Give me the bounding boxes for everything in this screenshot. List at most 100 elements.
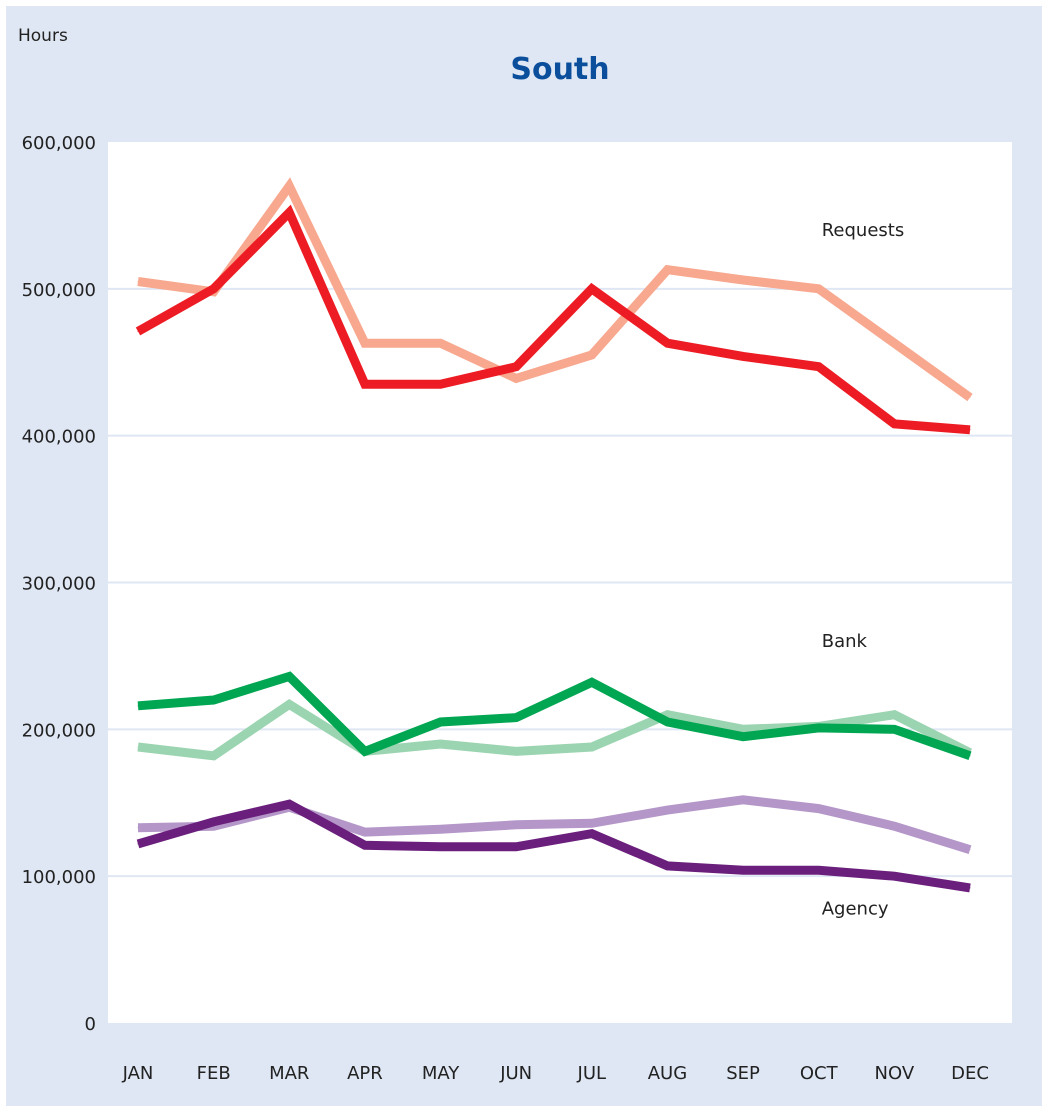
annotations: Requests Bank Agency <box>822 220 905 919</box>
annotation-label: Bank <box>822 631 868 652</box>
data-point <box>893 714 895 716</box>
data-point <box>742 799 744 801</box>
data-point <box>666 721 668 723</box>
data-point <box>742 279 744 281</box>
data-point <box>742 355 744 357</box>
series-line-3 <box>137 671 972 761</box>
x-tick-label: JUL <box>577 1063 607 1084</box>
x-tick-label: AUG <box>648 1063 687 1084</box>
data-point <box>666 865 668 867</box>
data-point <box>742 869 744 871</box>
data-point <box>893 825 895 827</box>
x-tick-label: APR <box>347 1063 383 1084</box>
data-point <box>666 269 668 271</box>
annotation-label: Agency <box>822 898 889 919</box>
x-tick-label: NOV <box>875 1063 915 1084</box>
annotation-label: Requests <box>822 220 905 241</box>
data-point <box>742 736 744 738</box>
chart-title: South <box>510 52 609 87</box>
x-tick-label: JAN <box>122 1063 154 1084</box>
data-point <box>364 342 366 344</box>
data-point <box>666 342 668 344</box>
data-point <box>969 755 971 757</box>
series-line-0 <box>137 177 973 402</box>
data-point <box>969 429 971 431</box>
data-point <box>515 717 517 719</box>
data-point <box>213 699 215 701</box>
data-point <box>440 342 442 344</box>
data-point <box>591 354 593 356</box>
data-point <box>969 887 971 889</box>
data-point <box>591 746 593 748</box>
data-point <box>818 366 820 368</box>
data-point <box>440 721 442 723</box>
data-point <box>137 280 139 282</box>
x-tick-label: DEC <box>951 1063 989 1084</box>
data-point <box>364 831 366 833</box>
y-tick-label: 400,000 <box>22 427 96 448</box>
data-point <box>288 675 290 677</box>
data-point <box>893 342 895 344</box>
data-point <box>969 396 971 398</box>
data-point <box>666 809 668 811</box>
y-tick-label: 100,000 <box>22 867 96 888</box>
x-tick-label: SEP <box>726 1063 760 1084</box>
y-tick-label: 300,000 <box>22 574 96 595</box>
series-lines <box>135 177 973 893</box>
data-point <box>440 828 442 830</box>
data-point <box>288 703 290 705</box>
x-tick-label: FEB <box>197 1063 231 1084</box>
data-point <box>515 366 517 368</box>
data-point <box>515 377 517 379</box>
x-tick-label: OCT <box>800 1063 839 1084</box>
data-point <box>288 211 290 213</box>
data-point <box>818 869 820 871</box>
data-point <box>969 849 971 851</box>
data-point <box>818 808 820 810</box>
data-point <box>440 383 442 385</box>
data-point <box>591 833 593 835</box>
data-point <box>818 727 820 729</box>
data-point <box>818 288 820 290</box>
data-point <box>591 822 593 824</box>
x-tick-label: JUN <box>499 1063 532 1084</box>
data-point <box>213 288 215 290</box>
data-point <box>515 750 517 752</box>
x-tick-label: MAR <box>269 1063 309 1084</box>
data-point <box>137 705 139 707</box>
data-point <box>288 185 290 187</box>
data-point <box>137 827 139 829</box>
data-point <box>893 423 895 425</box>
data-point <box>364 844 366 846</box>
data-point <box>515 846 517 848</box>
data-point <box>893 875 895 877</box>
data-point <box>137 746 139 748</box>
y-axis-label: Hours <box>18 26 68 46</box>
x-tick-label: MAY <box>422 1063 460 1084</box>
data-point <box>440 846 442 848</box>
data-point <box>440 743 442 745</box>
y-tick-label: 200,000 <box>22 720 96 741</box>
data-point <box>893 728 895 730</box>
data-point <box>515 824 517 826</box>
data-point <box>364 383 366 385</box>
data-point <box>364 750 366 752</box>
data-point <box>591 288 593 290</box>
data-point <box>213 821 215 823</box>
data-point <box>591 681 593 683</box>
data-point <box>742 728 744 730</box>
chart-frame: Hours South 0 100,000 200,000 300,000 400,00… <box>6 6 1042 1106</box>
series-line-1 <box>135 204 971 435</box>
y-tick-label: 500,000 <box>22 280 96 301</box>
data-point <box>288 803 290 805</box>
data-point <box>213 755 215 757</box>
line-chart: Hours South 0 100,000 200,000 300,000 400,00… <box>18 26 1012 1084</box>
data-point <box>137 843 139 845</box>
series-line-5 <box>136 799 971 893</box>
y-tick-label: 0 <box>85 1014 96 1035</box>
data-point <box>137 330 139 332</box>
data-point <box>666 714 668 716</box>
y-tick-label: 600,000 <box>22 133 96 154</box>
x-axis-ticks: JAN FEB MAR APR MAY JUN JUL AUG SEP OCT NOV DEC <box>122 1063 989 1084</box>
y-axis-ticks: 0 100,000 200,000 300,000 400,000 500,000 600,… <box>22 133 96 1035</box>
